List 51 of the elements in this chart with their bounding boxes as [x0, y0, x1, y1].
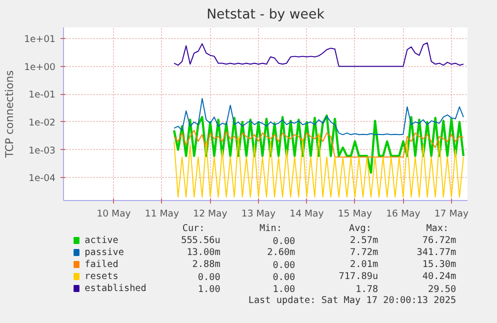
text: 76.72m: [422, 235, 457, 246]
y-tick-label: 1e+01: [24, 34, 56, 46]
y-tick-label: 1e-03: [28, 145, 56, 156]
text: 0.00: [198, 272, 221, 283]
x-tick-label: 16 May: [386, 208, 421, 220]
line-series: [172, 114, 465, 174]
text: 2.01m: [350, 259, 378, 270]
text: 40.24m: [422, 271, 457, 282]
text: 1.00: [272, 284, 296, 295]
legend-label: failed: [84, 259, 118, 270]
x-tick-label: 10 May: [96, 208, 132, 220]
x-tick-label: 13 May: [241, 208, 276, 220]
text: 1.00: [198, 284, 221, 295]
y-tick-label: 1e-01: [28, 90, 56, 101]
line-series: [174, 130, 464, 158]
text: Last update: Sat May 17 20:00:13 2025: [248, 295, 456, 306]
line-series: [174, 42, 464, 67]
x-tick-label: 14 May: [290, 208, 324, 220]
text: Avg:: [348, 223, 372, 234]
text: 555.56u: [181, 235, 220, 246]
x-tick-label: 17 May: [434, 208, 469, 220]
text: 0.00: [272, 272, 296, 283]
text: 717.89u: [338, 271, 378, 282]
text: 7.72m: [350, 247, 378, 258]
legend-label: active: [84, 235, 119, 246]
text: Min:: [260, 223, 282, 234]
line-series: [174, 132, 464, 198]
text: 13.00m: [186, 247, 221, 258]
x-tick-label: 11 May: [144, 208, 180, 220]
y-tick-label: 1e-02: [28, 117, 56, 128]
text: 2.57m: [350, 235, 378, 246]
text: 15.30m: [422, 259, 457, 270]
text: 2.88m: [192, 259, 221, 270]
text: 341.77m: [416, 247, 457, 258]
text: 2.60m: [267, 247, 296, 258]
text: 1.78: [356, 284, 378, 295]
chart-title: Netstat - by week: [206, 8, 325, 22]
legend-label: passive: [84, 247, 124, 258]
x-tick-label: 12 May: [193, 208, 228, 220]
line-series: [174, 98, 464, 136]
text: 0.00: [272, 260, 296, 271]
legend-label: established: [84, 283, 146, 294]
text: Max:: [426, 223, 449, 234]
y-tick-label: 1e-04: [28, 173, 56, 184]
y-axis-title: TCP connections: [3, 70, 16, 159]
legend-label: resets: [84, 271, 118, 282]
text: Cur:: [182, 223, 205, 234]
text: 29.50: [428, 284, 457, 295]
y-tick-label: 1e+00: [24, 62, 56, 73]
x-tick-label: 15 May: [338, 208, 372, 220]
text: 0.00: [272, 236, 296, 247]
